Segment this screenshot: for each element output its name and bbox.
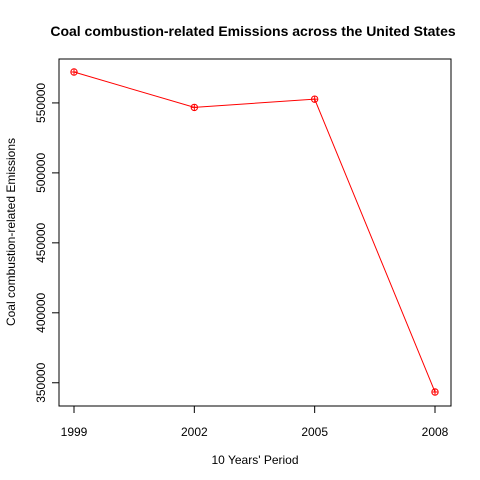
plot-frame [58, 58, 452, 407]
x-tick-label: 2002 [181, 425, 208, 439]
series [70, 68, 439, 396]
y-tick-label: 350000 [34, 362, 48, 402]
x-tick-label: 2005 [301, 425, 328, 439]
x-tick-label: 1999 [61, 425, 88, 439]
series-line [73, 71, 436, 393]
y-axis: 350000 400000 450000 500000 550000 [34, 83, 59, 403]
y-tick-label: 550000 [34, 83, 48, 123]
x-axis-label: 10 Years' Period [211, 453, 298, 467]
data-point [70, 68, 78, 76]
chart-title: Coal combustion-related Emissions across… [50, 23, 456, 39]
data-point [190, 103, 199, 112]
x-tick-label: 2008 [422, 425, 449, 439]
y-tick-label: 500000 [34, 153, 48, 193]
data-point [431, 388, 439, 396]
y-axis-label: Coal combustion-related Emissions [4, 138, 18, 326]
y-tick-label: 400000 [34, 292, 48, 332]
data-point [310, 95, 319, 103]
y-tick-label: 450000 [34, 222, 48, 262]
x-axis: 1999 2002 2005 2008 [61, 406, 449, 439]
